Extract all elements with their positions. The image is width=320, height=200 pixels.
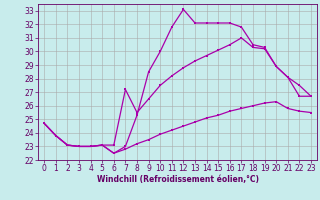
X-axis label: Windchill (Refroidissement éolien,°C): Windchill (Refroidissement éolien,°C) <box>97 175 259 184</box>
